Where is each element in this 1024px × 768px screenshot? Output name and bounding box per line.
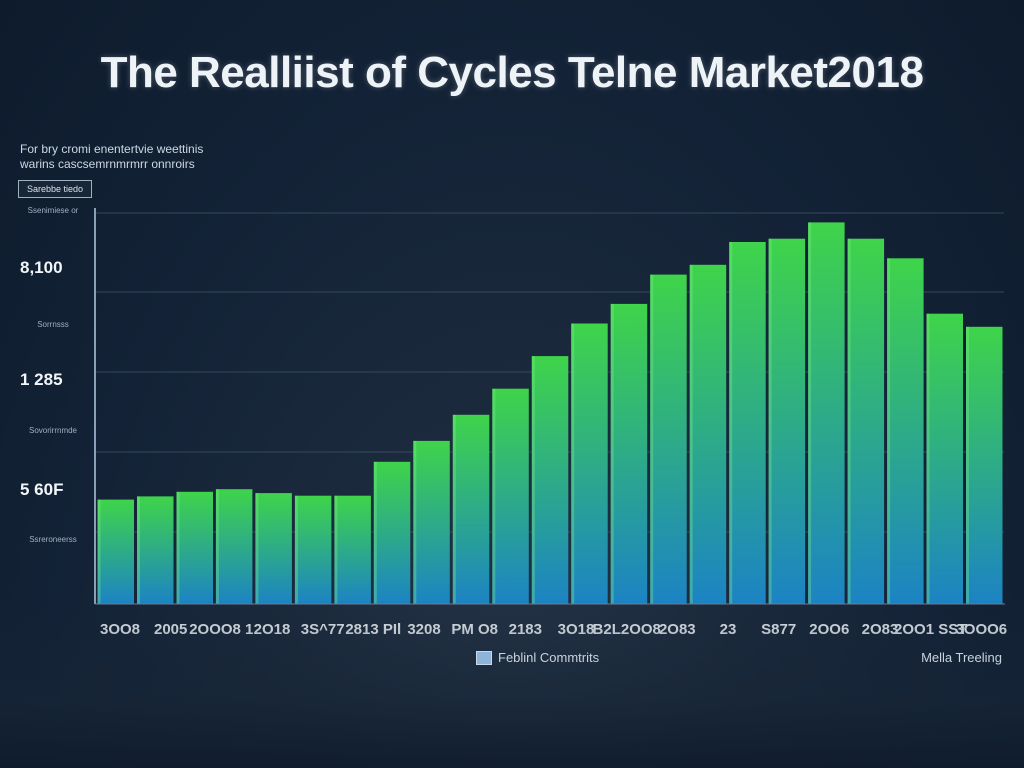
bar-PL [373, 461, 411, 604]
x-tick-label-2: 2005 [154, 621, 187, 638]
bar-highlight-S8T [926, 313, 930, 604]
bar-2000 [176, 491, 213, 604]
legend: Feblinl Commtrits [476, 650, 599, 665]
x-tick-label-6: 2813 PIl [345, 621, 401, 638]
bar-highlight-3008 [97, 499, 101, 604]
bar-2006 [808, 222, 845, 604]
bar-2006 [887, 258, 924, 604]
bar-highlight-2006 [887, 258, 891, 604]
bar-3000 [966, 326, 1003, 604]
bar-3018 [571, 323, 608, 604]
bar-highlight-82 [610, 303, 614, 604]
chart-subtitle-line-1: For bry cromi enentertvie weettinis [20, 142, 204, 156]
y-tick-label-1: 8,100 [20, 258, 63, 277]
bar-2005 [137, 496, 174, 604]
bar-2813 [334, 495, 371, 604]
bar-S877 [768, 238, 806, 604]
bar-2083 [689, 264, 727, 604]
bar-08 [492, 388, 529, 604]
chart-title: The Realliist of Cycles Telne Market2018 [100, 48, 924, 97]
bar-highlight-2813 [334, 495, 338, 604]
x-tick-label-13: 23 [720, 621, 737, 638]
chart-subtitle-line-2: warins cascsemrnmrmrr onnroirs [20, 157, 195, 171]
bar-highlight-3018 [571, 323, 575, 604]
bar-highlight-2083 [847, 238, 851, 604]
x-tick-label-1: 3OO8 [100, 621, 140, 638]
bar-highlight-23 [729, 242, 733, 604]
side-note-1: Ssenimiese or [27, 206, 79, 215]
x-tick-label-10: 3O18 [558, 621, 595, 638]
bar-82 [610, 303, 648, 604]
x-tick-label-3: 2OOO8 1 [189, 621, 253, 638]
bar-highlight-3000 [966, 326, 969, 604]
x-tick-label-12: 2O83 [659, 621, 696, 638]
bar-highlight-S877 [768, 238, 772, 604]
bar-highlight-2083 [689, 264, 693, 604]
bar-PM [452, 414, 490, 604]
x-tick-label-8: PM O8 [451, 621, 498, 638]
bar-3208 [413, 440, 450, 604]
legend-swatch [476, 650, 492, 665]
footer-note: Mella Treeling [921, 650, 1002, 665]
side-note-3: Sovorirrnmde [28, 426, 77, 435]
bar-highlight-PL [373, 461, 377, 604]
bar-23 [729, 242, 766, 604]
bar-highlight-2183 [531, 356, 535, 604]
bar-highlight-2005 [137, 496, 140, 604]
y-tick-label-2: 1 285 [20, 370, 63, 389]
bar-highlight-PM [452, 414, 456, 604]
side-note-2: Sorrnsss [37, 320, 69, 329]
bar-highlight-2000 [176, 491, 180, 604]
x-tick-label-14: S877 [761, 621, 796, 638]
bar-3S7 [294, 495, 332, 604]
bar-3008 [97, 499, 134, 604]
bar-highlight-8 [215, 489, 219, 604]
bar-highlight-2018 [255, 493, 259, 604]
x-tick-label-15: 2OO6 [809, 621, 849, 638]
y-tick-label-3: 5 60F [20, 480, 64, 499]
x-tick-label-11: B2L2OO8 [593, 621, 661, 638]
side-label-box: Sarebbe tiedo [18, 180, 92, 198]
bar-highlight-3208 [413, 440, 417, 604]
bar-2083 [847, 238, 885, 604]
bar-8 [215, 489, 253, 604]
bar-highlight-2006 [808, 222, 812, 604]
bar-highlight-2008 [650, 274, 654, 604]
x-tick-label-5: 3S^77 [301, 621, 345, 638]
bar-highlight-08 [492, 388, 496, 604]
x-tick-label-7: 3208 [407, 621, 440, 638]
x-tick-label-18: 3OOO6 [955, 621, 1007, 638]
bar-S8T [926, 313, 963, 604]
bar-highlight-3S7 [294, 495, 298, 604]
legend-label: Feblinl Commtrits [498, 650, 600, 665]
bar-2008 [650, 274, 687, 604]
bar-2018 [255, 493, 292, 604]
x-tick-label-9: 2183 [509, 621, 542, 638]
x-tick-label-4: 2O18 [254, 621, 291, 638]
x-tick-label-16: 2O83 [862, 621, 899, 638]
bar-2183 [531, 356, 569, 604]
side-note-4: Ssreroneerss [29, 535, 77, 544]
